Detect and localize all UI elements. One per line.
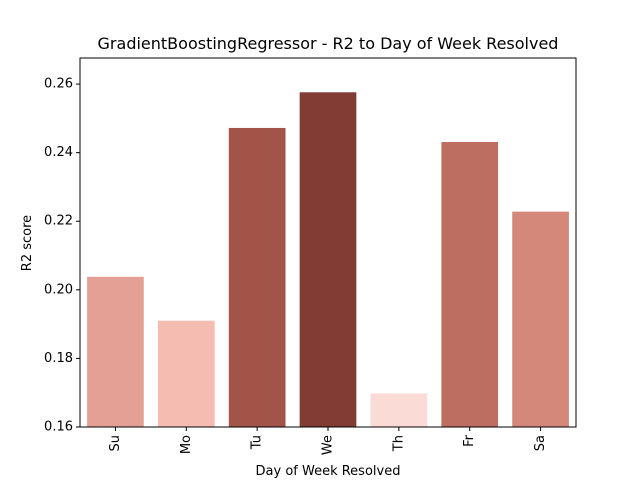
x-tick-label-sa: Sa xyxy=(533,435,548,451)
bar-mo xyxy=(157,320,215,427)
bars-group xyxy=(87,92,569,428)
bar-th xyxy=(370,393,428,427)
bar-tu xyxy=(228,127,286,428)
y-tick-label: 0.20 xyxy=(44,282,73,297)
x-tick-label-su: Su xyxy=(108,435,123,452)
x-axis-label: Day of Week Resolved xyxy=(256,464,401,479)
y-axis-label: R2 score xyxy=(20,215,35,271)
chart-title: GradientBoostingRegressor - R2 to Day of… xyxy=(98,34,559,53)
y-tick-label: 0.26 xyxy=(44,77,73,92)
x-tick-label-tu: Tu xyxy=(250,435,265,450)
x-tick-label-mo: Mo xyxy=(179,435,194,454)
x-tick-label-we: We xyxy=(321,435,336,455)
y-tick-label: 0.24 xyxy=(44,145,73,160)
bar-su xyxy=(87,276,144,427)
y-tick-label: 0.22 xyxy=(44,214,73,229)
y-tick-label: 0.16 xyxy=(44,420,73,435)
bar-sa xyxy=(512,211,569,427)
plot-frame xyxy=(79,57,577,428)
bar-fr xyxy=(441,142,499,427)
x-tick-label-fr: Fr xyxy=(462,434,477,447)
x-axis: Su Mo Tu We Th Fr Sa xyxy=(108,427,548,455)
y-axis: 0.16 0.18 0.20 0.22 0.24 0.26 xyxy=(44,77,80,435)
bar-we xyxy=(299,92,357,427)
y-tick-label: 0.18 xyxy=(44,351,73,366)
x-tick-label-th: Th xyxy=(391,435,406,452)
